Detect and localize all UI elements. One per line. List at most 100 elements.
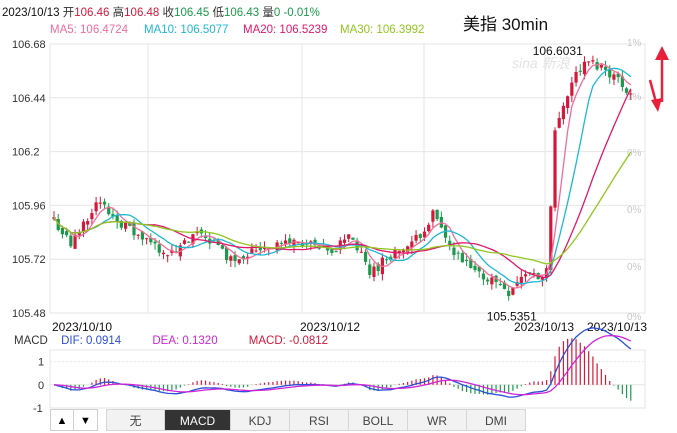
y-tick-label: 106.2 bbox=[12, 147, 40, 159]
candle-body bbox=[237, 259, 241, 264]
candle-body bbox=[410, 241, 414, 248]
candle-body bbox=[132, 222, 136, 236]
right-pct-label: 0% bbox=[627, 148, 642, 159]
candle-body bbox=[258, 247, 262, 251]
info-open-label: 开 bbox=[62, 7, 75, 19]
candle-body bbox=[262, 247, 267, 249]
right-pct-label: 1% bbox=[627, 38, 642, 49]
candle-body bbox=[616, 73, 620, 78]
candle-body bbox=[149, 237, 153, 243]
candle-body bbox=[456, 252, 460, 254]
low-annotation: 105.5351 bbox=[487, 310, 537, 324]
tab-dmi[interactable]: DMI bbox=[467, 409, 526, 431]
ma5-label: MA5: 106.4724 bbox=[50, 24, 129, 36]
tab-macd[interactable]: MACD bbox=[165, 409, 231, 431]
candle-body bbox=[283, 240, 288, 244]
candle-body bbox=[498, 283, 502, 285]
tab-wr[interactable]: WR bbox=[408, 409, 467, 431]
macd-name: MACD bbox=[14, 335, 48, 347]
y-tick-label: 106.44 bbox=[12, 93, 46, 105]
scroll-up-button[interactable]: ▲ bbox=[50, 409, 74, 431]
y-tick-label: 105.96 bbox=[12, 200, 46, 212]
ma30-label: MA30: 106.3992 bbox=[340, 24, 425, 36]
chart-title: 美指 30min bbox=[463, 15, 549, 34]
candle-body bbox=[629, 93, 633, 95]
tab-rsi[interactable]: RSI bbox=[290, 409, 349, 431]
candle-body bbox=[254, 250, 258, 252]
candle-body bbox=[477, 266, 481, 272]
candle-body bbox=[418, 234, 422, 238]
candle-body bbox=[460, 252, 464, 263]
candle-body bbox=[115, 215, 119, 223]
candle-body bbox=[591, 60, 595, 62]
watermark: sina 新浪 bbox=[512, 55, 571, 71]
info-low: 106.43 bbox=[223, 7, 260, 19]
ma30-line bbox=[53, 151, 632, 265]
tab-boll[interactable]: BOLL bbox=[349, 409, 408, 431]
candle-body bbox=[326, 247, 330, 251]
candle-body bbox=[145, 238, 149, 240]
candle-body bbox=[86, 221, 90, 225]
tab-none[interactable]: 无 bbox=[106, 409, 165, 431]
candle-body bbox=[561, 105, 566, 120]
candle-body bbox=[182, 240, 187, 244]
candle-body bbox=[368, 264, 372, 275]
candle-body bbox=[195, 232, 199, 234]
candle-body bbox=[351, 237, 355, 240]
candle-body bbox=[587, 61, 591, 63]
candle-body bbox=[511, 287, 515, 295]
x-date-label: 2023/10/10 bbox=[52, 320, 112, 334]
tab-kdj[interactable]: KDJ bbox=[231, 409, 290, 431]
y-tick-label: 106.68 bbox=[12, 39, 46, 51]
candle-body bbox=[528, 272, 532, 274]
candle-body bbox=[233, 255, 237, 262]
candle-body bbox=[136, 234, 140, 236]
dea-line bbox=[53, 334, 632, 396]
right-pct-label: 0% bbox=[627, 262, 642, 273]
macd-plot-border bbox=[49, 349, 646, 409]
candle-body bbox=[397, 250, 401, 253]
candle-body bbox=[566, 96, 570, 108]
right-pct-label: 0% bbox=[627, 312, 642, 323]
macd-header: MACD DIF: 0.0914 DEA: 0.1320 MACD: -0.08… bbox=[14, 335, 328, 347]
candle-body bbox=[612, 74, 616, 80]
candle-body bbox=[507, 290, 511, 297]
info-high: 106.48 bbox=[124, 7, 160, 19]
candle-body bbox=[292, 239, 296, 247]
candle-body bbox=[359, 251, 363, 253]
candle-body bbox=[422, 231, 427, 238]
candle-body bbox=[481, 273, 486, 280]
macd-y-tick: 1 bbox=[38, 357, 44, 369]
candle-body bbox=[624, 88, 629, 93]
candle-body bbox=[170, 250, 174, 253]
scroll-down-button[interactable]: ▼ bbox=[74, 409, 98, 431]
candle-body bbox=[94, 202, 98, 212]
candle-body bbox=[515, 282, 519, 286]
candle-body bbox=[60, 227, 65, 235]
macd-y-tick: 0 bbox=[38, 380, 44, 392]
candle-body bbox=[157, 244, 161, 253]
candle-body bbox=[220, 245, 225, 249]
info-low-label: 低 bbox=[212, 7, 224, 19]
candle-body bbox=[582, 61, 587, 75]
candle-body bbox=[187, 241, 191, 243]
candle-body bbox=[77, 232, 81, 236]
candle-body bbox=[574, 71, 578, 83]
candle-body bbox=[372, 266, 376, 277]
ohlc-info: 2023/10/13 开106.46 高106.48 收106.45 低106.… bbox=[2, 4, 320, 20]
macd-dif: DIF: 0.0914 bbox=[61, 335, 122, 347]
candle-body bbox=[288, 238, 292, 244]
candle-body bbox=[203, 235, 208, 238]
x-date-label: 2023/10/12 bbox=[300, 320, 360, 334]
candle-body bbox=[102, 201, 107, 205]
info-change: 0 bbox=[273, 7, 281, 19]
candle-body bbox=[599, 65, 603, 68]
info-close: 106.45 bbox=[174, 7, 210, 19]
candle-body bbox=[557, 118, 561, 128]
candle-body bbox=[321, 245, 326, 247]
x-date-label: 2023/10/13 bbox=[587, 320, 647, 334]
candle-body bbox=[427, 224, 431, 232]
candle-body bbox=[111, 214, 115, 217]
candle-body bbox=[473, 265, 477, 271]
